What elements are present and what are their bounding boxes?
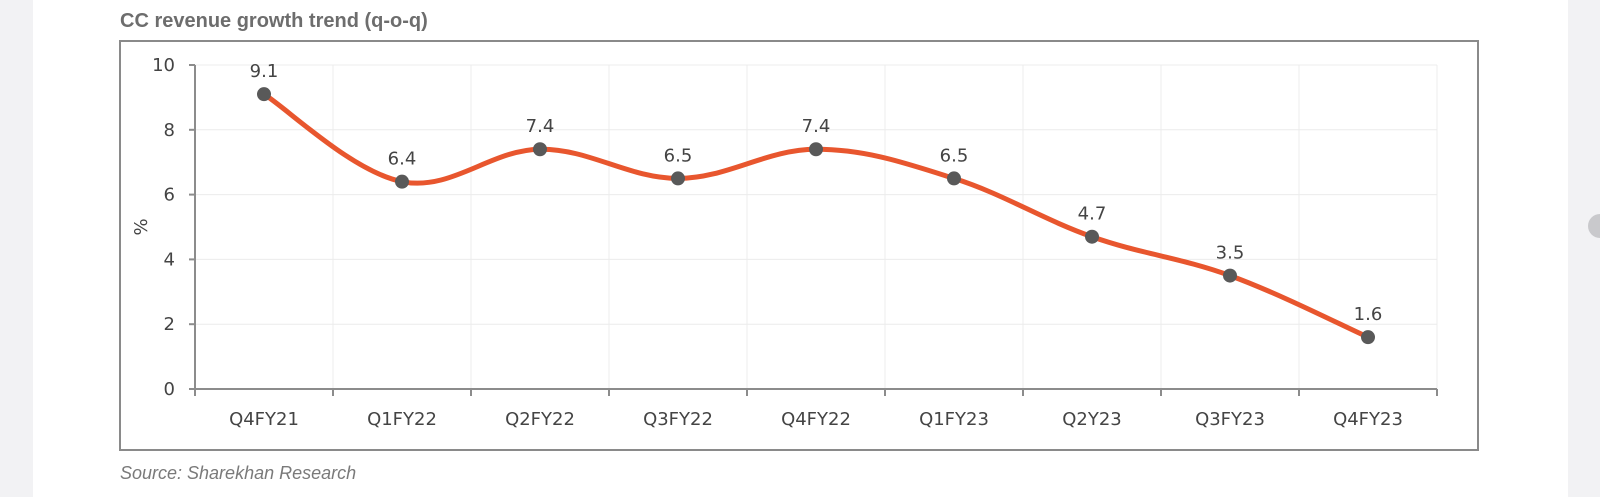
y-tick-label: 8	[164, 120, 175, 141]
x-tick-label: Q3FY22	[643, 409, 713, 430]
x-tick-label: Q3FY23	[1195, 409, 1265, 430]
data-point	[1361, 330, 1375, 345]
data-point	[395, 174, 409, 189]
x-tick-label: Q4FY23	[1333, 409, 1403, 430]
x-tick-label: Q1FY23	[919, 409, 989, 430]
data-point	[1085, 229, 1099, 244]
y-tick-label: 10	[152, 55, 175, 76]
data-label: 6.4	[388, 149, 417, 170]
x-tick-label: Q2FY22	[505, 409, 575, 430]
chart-frame: 0 2 4 6 8 10 Q4FY21 Q1FY22 Q2FY22 Q3FY22 Q4FY22 Q1F…	[119, 40, 1479, 451]
x-tick-label: Q2Y23	[1062, 409, 1122, 430]
line-chart: 0 2 4 6 8 10 Q4FY21 Q1FY22 Q2FY22 Q3FY22 Q4FY22 Q1F…	[131, 55, 1438, 430]
data-point	[533, 142, 547, 157]
x-tick-label: Q4FY22	[781, 409, 851, 430]
data-label: 3.5	[1216, 243, 1245, 264]
data-point	[1223, 268, 1237, 283]
y-tick-label: 0	[164, 379, 175, 400]
y-tick-label: 6	[164, 185, 175, 206]
scroll-handle[interactable]	[1588, 214, 1600, 238]
data-label: 7.4	[802, 116, 831, 137]
data-label: 6.5	[940, 145, 969, 166]
data-point	[947, 171, 961, 186]
data-point	[257, 87, 271, 102]
x-tick-label: Q1FY22	[367, 409, 437, 430]
x-tick-label: Q4FY21	[229, 409, 299, 430]
y-tick-label: 4	[164, 249, 175, 270]
data-point	[809, 142, 823, 157]
data-label: 6.5	[664, 145, 693, 166]
data-label: 9.1	[250, 61, 279, 82]
data-label: 1.6	[1354, 304, 1383, 325]
y-tick-label: 2	[164, 314, 175, 335]
data-label: 4.7	[1078, 204, 1107, 225]
data-point	[671, 171, 685, 186]
data-label: 7.4	[526, 116, 555, 137]
source-note: Source: Sharekhan Research	[120, 463, 357, 483]
y-axis-title: %	[131, 218, 152, 235]
chart-title: CC revenue growth trend (q-o-q)	[120, 10, 428, 32]
